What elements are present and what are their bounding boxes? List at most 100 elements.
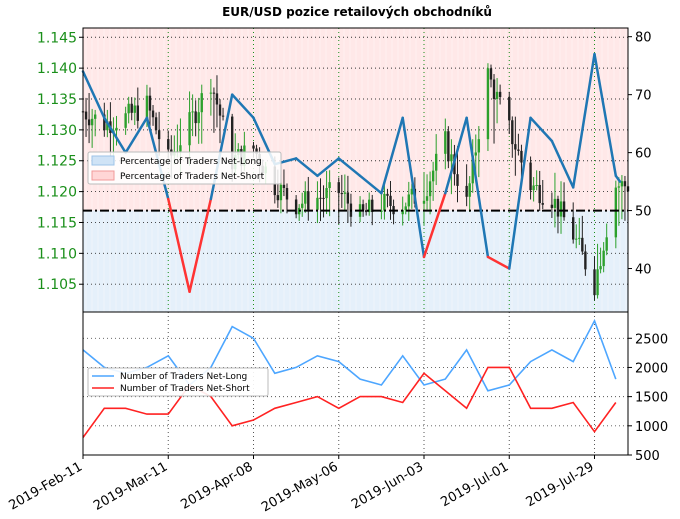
candle-body [581, 237, 584, 252]
candle-body [157, 130, 161, 140]
net-long-pct-segment [508, 116, 532, 270]
right-axis-tick-label: 70 [635, 89, 652, 104]
candle-body [301, 203, 304, 208]
right-axis-tick-label: 40 [635, 263, 652, 278]
candle-body [495, 91, 499, 100]
net-long-pct-segment [294, 157, 319, 178]
candle-body [614, 187, 618, 238]
x-axis-tick-label: 2019-Jul-29 [524, 459, 597, 510]
left-axis-tick-label: 1.125 [37, 154, 77, 170]
legends: Percentage of Traders Net-Long Percentage… [87, 151, 282, 397]
candle-body [285, 188, 289, 200]
candle-body [145, 95, 149, 121]
left-axis-tick-label: 1.130 [37, 123, 77, 139]
legend-label-net-long-count: Number of Traders Net-Long [120, 372, 247, 382]
candle-body [401, 210, 404, 215]
candle-body [550, 204, 554, 208]
candle-body [486, 68, 490, 140]
candle-body [599, 266, 602, 270]
candle-body [218, 104, 222, 116]
x-axis-tick-label: 2019-Apr-08 [178, 459, 255, 512]
candle-body [471, 155, 474, 184]
legend-label-net-short-count: Number of Traders Net-Short [120, 384, 250, 394]
candle-body [371, 199, 374, 212]
candle-body [197, 112, 200, 124]
net-long-pct-segment [188, 197, 213, 293]
candle-body [425, 196, 429, 201]
net-short-count-line [82, 366, 617, 438]
candle-body [325, 188, 328, 199]
candle-body [386, 193, 389, 196]
candle-body [465, 185, 468, 197]
candle-body [279, 184, 283, 201]
candle-body [596, 269, 599, 296]
net-long-pct-segment [167, 197, 191, 293]
candle-body [115, 127, 118, 131]
candle-body [407, 194, 410, 207]
candle-body [404, 206, 407, 211]
candle-body [559, 201, 563, 217]
candle-body [383, 193, 386, 211]
candle-body [584, 251, 587, 270]
count-axis-tick-label: 1500 [635, 391, 668, 406]
candle-body [368, 199, 371, 213]
right-axis-tick-label: 80 [635, 31, 652, 46]
candle-body [389, 195, 392, 207]
candle-body [127, 103, 130, 114]
left-axis-tick-label: 1.135 [37, 92, 77, 108]
candle-body [489, 68, 493, 80]
candle-body [492, 79, 496, 100]
candle-body [456, 174, 459, 186]
candle-body [84, 111, 88, 120]
candle-body [133, 105, 136, 113]
candle-body [593, 269, 596, 296]
candle-body [215, 93, 219, 105]
chart-title: EUR/USD pozice retailových obchodníků [222, 5, 492, 19]
candle-body [230, 116, 234, 170]
left-axis-tick-label: 1.120 [37, 185, 77, 201]
candle-body [410, 188, 414, 195]
candle-body [517, 149, 520, 151]
candle-body [422, 200, 426, 204]
net-long-pct-segment [593, 52, 618, 178]
x-axis-tick-label: 2019-Jun-03 [349, 459, 426, 512]
candle-body [447, 131, 450, 162]
candle-body [93, 114, 97, 119]
net-long-pct-segment [444, 116, 468, 195]
net-long-pct-segment [230, 93, 255, 120]
candle-body [252, 145, 255, 149]
candle-body [575, 238, 578, 240]
count-axis-tick-label: 500 [635, 449, 660, 464]
left-axis-tick-label: 1.115 [37, 215, 77, 231]
count-axis-tick-label: 2500 [635, 332, 668, 347]
candle-body [602, 250, 605, 267]
candle-body [106, 121, 109, 131]
candle-body [90, 118, 94, 126]
candle-body [255, 148, 258, 154]
candle-body [148, 95, 152, 111]
bottom-legend-box [87, 367, 269, 397]
candle-body [294, 199, 298, 215]
candle-body [541, 203, 544, 205]
candle-body [194, 111, 197, 124]
candle-body [578, 237, 581, 239]
candle-body [364, 210, 368, 213]
candle-body [340, 193, 343, 195]
candle-body [623, 181, 627, 187]
series-lines [81, 52, 628, 438]
candle-body [514, 144, 517, 150]
candle-body [179, 145, 182, 152]
candle-body [154, 117, 158, 131]
candle-body [346, 192, 350, 204]
candle-body [337, 182, 340, 194]
grid-lines [82, 28, 628, 456]
net-long-pct-segment [486, 255, 511, 270]
candle-body [319, 197, 322, 199]
candle-body [571, 217, 575, 240]
candle-body [508, 97, 511, 121]
candle-body [103, 114, 106, 131]
left-axis-tick-label: 1.145 [37, 30, 77, 46]
left-axis-tick-label: 1.105 [37, 277, 77, 293]
net-long-pct-segment [614, 174, 622, 183]
